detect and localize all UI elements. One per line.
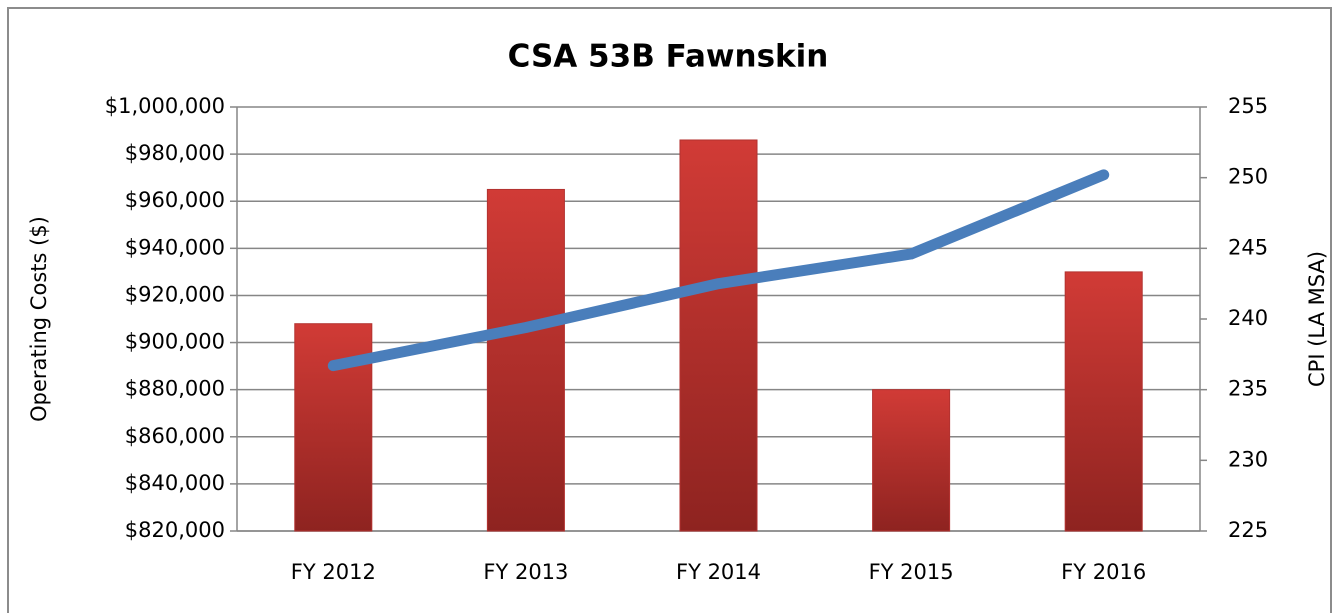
y-tick-label: $980,000: [125, 141, 225, 165]
y2-tick-label: 225: [1228, 518, 1268, 542]
y2-tick-label: 240: [1228, 306, 1268, 330]
x-tick-label: FY 2012: [291, 560, 376, 584]
bar: [872, 389, 951, 532]
x-tick-label: FY 2014: [676, 560, 761, 584]
x-tick-label: FY 2016: [1061, 560, 1146, 584]
x-tick-label: FY 2013: [483, 560, 568, 584]
y2-tick-label: 250: [1228, 165, 1268, 189]
y-tick-label: $840,000: [125, 471, 225, 495]
y-tick-label: $880,000: [125, 377, 225, 401]
y2-tick-label: 230: [1228, 447, 1268, 471]
y-tick-label: $900,000: [125, 330, 225, 354]
y2-tick-label: 235: [1228, 377, 1268, 401]
x-tick-label: FY 2015: [869, 560, 954, 584]
chart-title: CSA 53B Fawnskin: [508, 39, 829, 75]
y-tick-label: $1,000,000: [105, 94, 225, 118]
y-tick-label: $820,000: [125, 518, 225, 542]
y-tick-label: $960,000: [125, 188, 225, 212]
y2-tick-label: 255: [1228, 94, 1268, 118]
y-tick-label: $920,000: [125, 282, 225, 306]
line: [327, 169, 1110, 372]
bar: [1064, 271, 1143, 532]
y2-axis-label: CPI (LA MSA): [1305, 251, 1329, 387]
bar: [679, 139, 758, 532]
y-tick-label: $940,000: [125, 235, 225, 259]
y-tick-label: $860,000: [125, 424, 225, 448]
bar: [486, 188, 565, 532]
y-axis-label: Operating Costs ($): [27, 216, 51, 422]
y2-tick-label: 245: [1228, 235, 1268, 259]
